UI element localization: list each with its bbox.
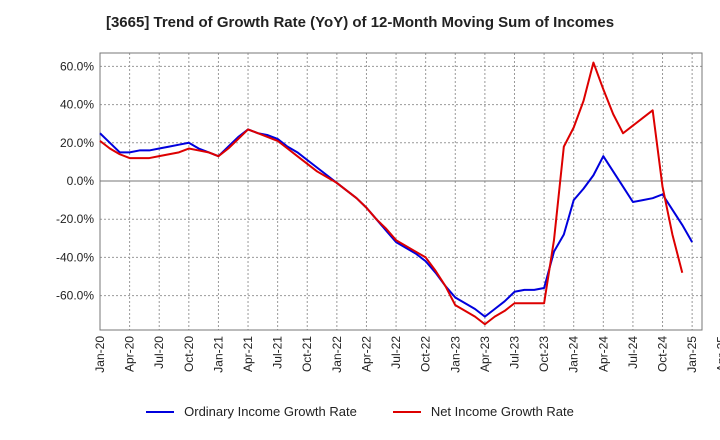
x-tick-label: Apr-23 <box>478 336 492 372</box>
y-tick-label: 60.0% <box>60 59 94 73</box>
x-tick-label: Apr-24 <box>596 336 610 372</box>
y-tick-label: 0.0% <box>67 174 95 188</box>
legend-item-net-income: Net Income Growth Rate <box>392 404 574 419</box>
x-tick-label: Jan-20 <box>93 336 107 373</box>
x-tick-label: Apr-22 <box>359 336 373 372</box>
series-line-net-income <box>99 61 684 326</box>
x-tick-label: Apr-21 <box>241 336 255 372</box>
x-tick-label: Oct-20 <box>182 336 196 372</box>
y-tick-label: 40.0% <box>60 98 94 112</box>
y-tick-label: 20.0% <box>60 136 94 150</box>
x-tick-label: Jul-24 <box>626 336 640 369</box>
x-tick-label: Jan-23 <box>448 336 462 373</box>
grid-lines <box>100 53 702 330</box>
x-tick-label: Jul-22 <box>389 336 403 369</box>
x-tick-label: Oct-24 <box>656 336 670 372</box>
y-tick-label: -20.0% <box>56 212 94 226</box>
legend-swatch-net-income <box>392 410 421 413</box>
x-tick-label: Jan-25 <box>685 336 699 373</box>
x-tick-label: Jul-23 <box>507 336 521 369</box>
x-tick-label: Jan-24 <box>567 336 581 373</box>
y-axis-ticks: 60.0% 40.0% 20.0% 0.0% -20.0% -40.0% -60.0% <box>56 59 94 302</box>
y-tick-label: -40.0% <box>56 250 94 264</box>
x-tick-label: Jul-20 <box>152 336 166 369</box>
x-tick-label: Jan-22 <box>330 336 344 373</box>
legend-label-ordinary-income: Ordinary Income Growth Rate <box>184 404 357 419</box>
x-tick-label: Jan-21 <box>211 336 225 373</box>
x-tick-label: Oct-21 <box>300 336 314 372</box>
x-tick-label: Jul-21 <box>271 336 285 369</box>
series-lines <box>99 61 693 326</box>
y-tick-label: -60.0% <box>56 289 94 303</box>
series-line-ordinary-income <box>99 128 693 318</box>
x-tick-label: Apr-25 <box>715 336 720 372</box>
x-tick-label: Oct-22 <box>419 336 433 372</box>
chart-title: [3665] Trend of Growth Rate (YoY) of 12-… <box>105 14 615 31</box>
x-tick-label: Apr-20 <box>123 336 137 372</box>
x-axis-ticks: Jan-20 Apr-20 Jul-20 Oct-20 Jan-21 Apr-21 Jul-… <box>93 336 720 373</box>
x-tick-label: Oct-23 <box>537 336 551 372</box>
legend-item-ordinary-income: Ordinary Income Growth Rate <box>146 404 357 419</box>
legend-swatch-ordinary-income <box>146 410 175 413</box>
legend: Ordinary Income Growth Rate Net Income G… <box>0 404 720 419</box>
legend-label-net-income: Net Income Growth Rate <box>430 404 574 419</box>
plot-area <box>99 52 703 331</box>
